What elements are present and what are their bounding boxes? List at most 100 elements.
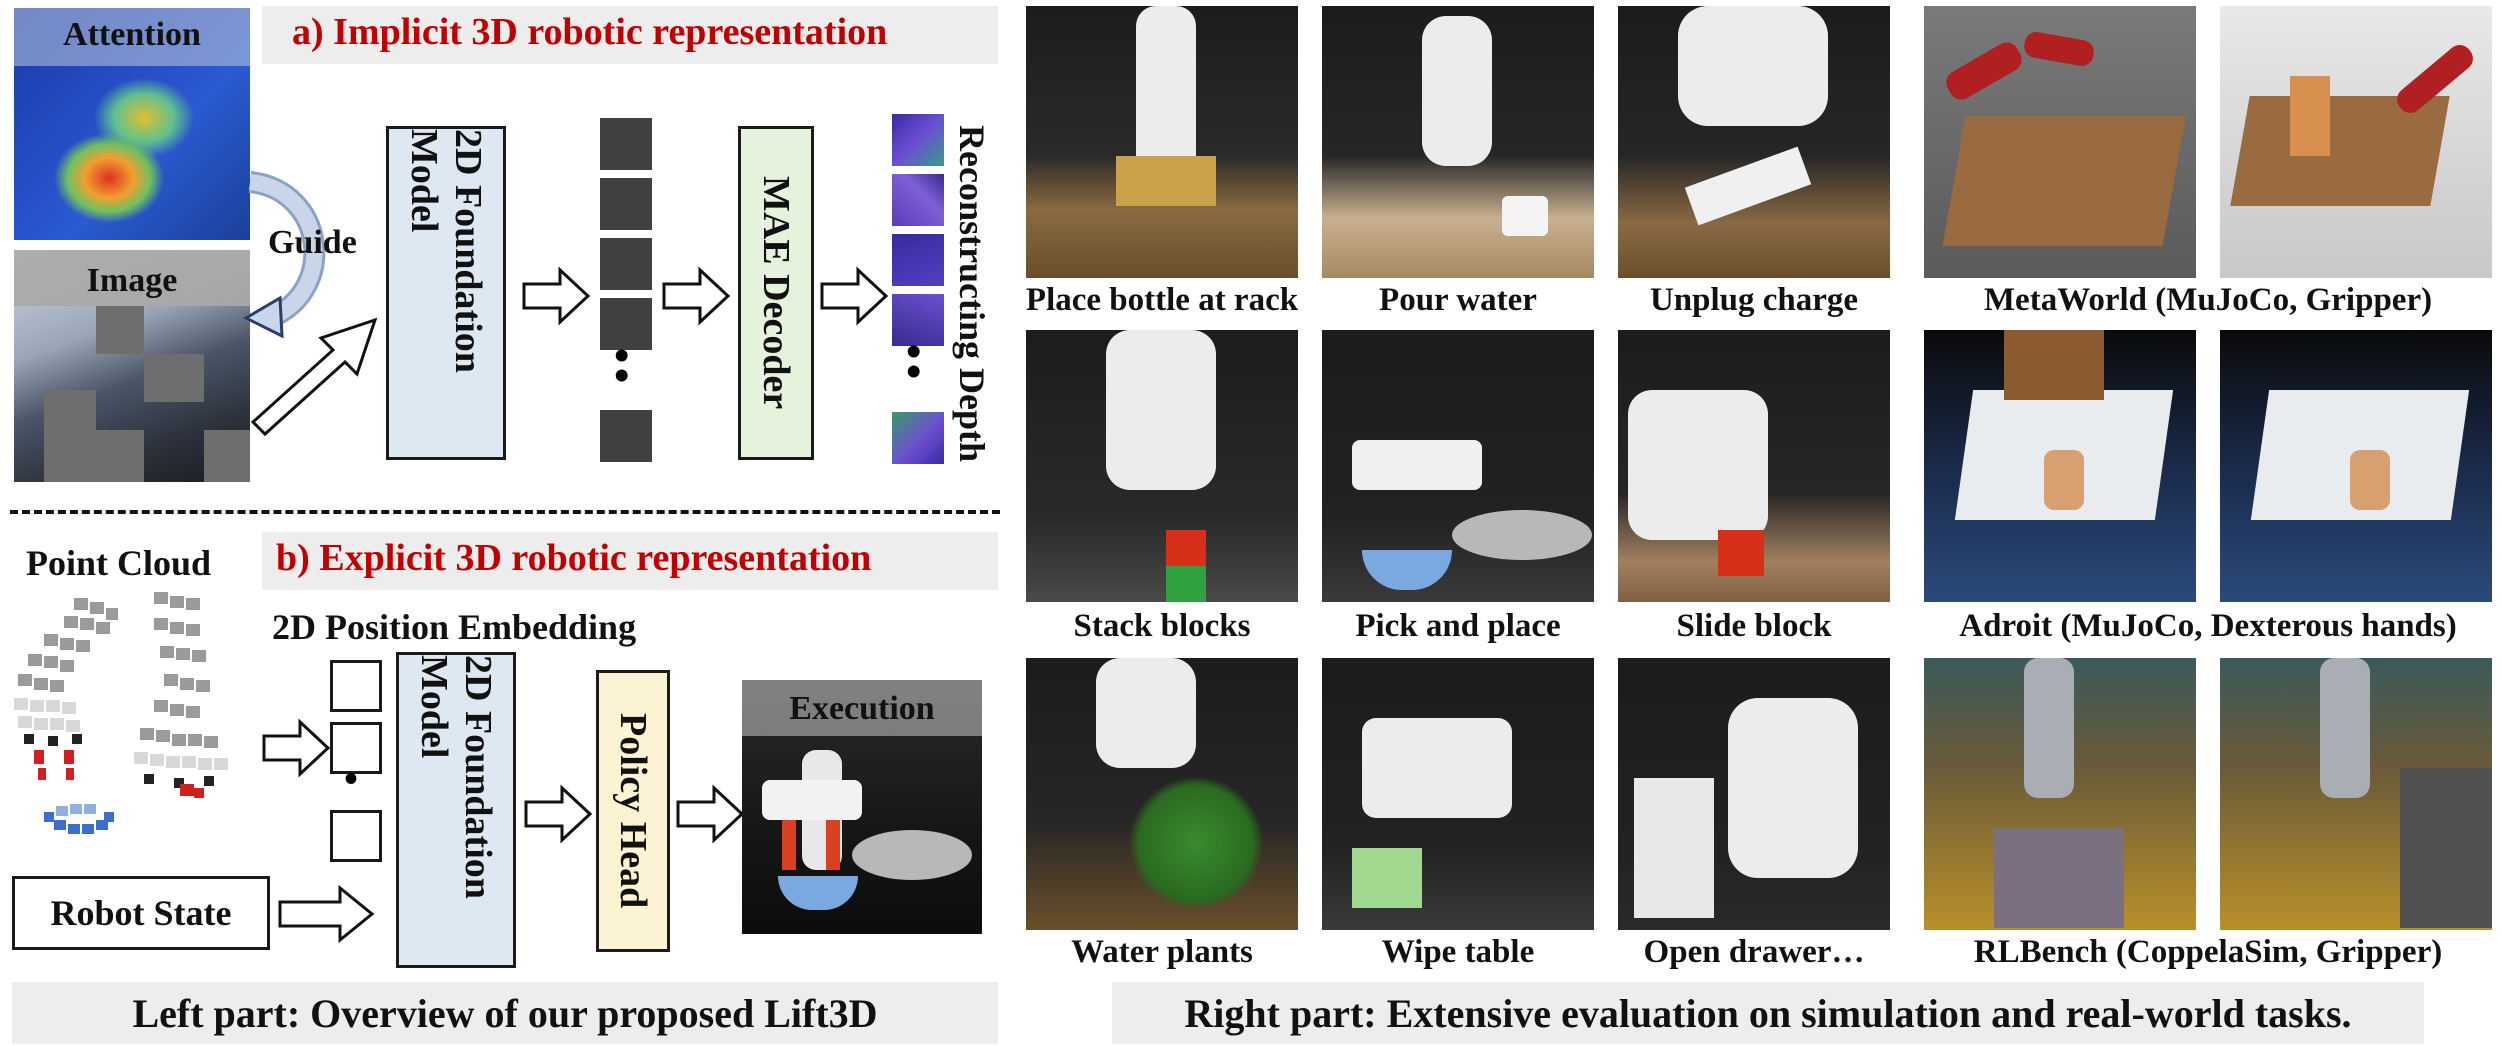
- depth-patch: [892, 114, 944, 166]
- task-label: Pour water: [1379, 282, 1537, 318]
- object: [1116, 156, 1216, 206]
- robot-arm: [1106, 330, 1216, 490]
- token-ellipsis: •: [344, 756, 359, 801]
- right-caption: Right part: Extensive evaluation on simu…: [1184, 991, 2352, 1036]
- policy-head: Policy Head: [596, 670, 670, 952]
- robot-arm: [1136, 6, 1196, 176]
- sim-image-metaworld-2: [2220, 6, 2492, 278]
- block-tower: [2290, 76, 2330, 156]
- sim-image-metaworld-1: [1924, 6, 2196, 278]
- plate: [1452, 510, 1592, 560]
- section-divider: [10, 510, 1000, 514]
- robot-state-label: Robot State: [50, 893, 232, 933]
- task-label: Open drawer…: [1643, 934, 1865, 970]
- task-image-unplug-charge: [1618, 6, 1890, 278]
- masked-image: Image: [14, 250, 250, 482]
- robot-arm: [1628, 390, 1768, 540]
- robot-arm: [1728, 698, 1858, 878]
- depth-patch: [892, 234, 944, 286]
- token-ellipsis: •: [614, 351, 630, 400]
- block: [1166, 566, 1206, 602]
- sim-label: Adroit (MuJoCo, Dexterous hands): [1959, 608, 2457, 644]
- task-image-open-drawer: [1618, 658, 1890, 930]
- sim-label: MetaWorld (MuJoCo, Gripper): [1983, 282, 2433, 318]
- plate: [852, 830, 972, 880]
- task-image-slide-block: [1618, 330, 1890, 602]
- image-label: Image: [86, 262, 178, 299]
- robot-arm: [2320, 658, 2370, 798]
- robot-arm: [1096, 658, 1196, 768]
- drawer: [1634, 778, 1714, 918]
- robot-arm: [2022, 30, 2096, 68]
- token: [600, 238, 652, 290]
- position-token[interactable]: [330, 722, 382, 774]
- mae-decoder: MAE Decoder: [738, 126, 814, 460]
- plant: [1126, 778, 1266, 908]
- table: [1942, 116, 2186, 246]
- mask-block: [96, 430, 144, 482]
- position-token[interactable]: [330, 810, 382, 862]
- token: [600, 118, 652, 170]
- section-a-title-bar: [262, 6, 998, 64]
- token: [600, 410, 652, 462]
- foundation-model-a: 2D Foundation Model: [386, 126, 506, 460]
- arrow-right-icon: [662, 266, 731, 326]
- execution-image: Execution: [742, 680, 982, 934]
- sim-image-adroit-2: [2220, 330, 2492, 602]
- left-caption-bar: [12, 982, 998, 1044]
- position-embedding-label: 2D Position Embedding: [272, 607, 637, 647]
- guide-label: Guide: [268, 224, 357, 261]
- arrow-right-icon: [522, 266, 591, 326]
- arrow-right-icon: [262, 718, 331, 778]
- door: [2004, 330, 2104, 400]
- guide-arrow-icon: [242, 171, 326, 339]
- robot-arm: [762, 780, 862, 820]
- right-caption-bar: [1112, 982, 2424, 1044]
- foundation-model-b: 2D Foundation Model: [396, 652, 516, 968]
- task-label: Place bottle at rack: [1025, 282, 1299, 318]
- table: [2230, 96, 2450, 206]
- attention-label-bg: [14, 8, 250, 66]
- hand: [2044, 450, 2084, 510]
- arrow-right-icon: [278, 884, 375, 944]
- robot-arm: [1678, 6, 1828, 126]
- tissue-box: [1352, 848, 1422, 908]
- task-image-wipe-table: [1322, 658, 1594, 930]
- task-image-pick-place: [1322, 330, 1594, 602]
- arrow-right-icon: [820, 266, 889, 326]
- robot-arm: [2024, 658, 2074, 798]
- task-label: Slide block: [1676, 608, 1832, 644]
- attention-image: Attention: [14, 8, 250, 240]
- position-token[interactable]: [330, 660, 382, 712]
- token: [600, 178, 652, 230]
- gripper: [826, 820, 840, 870]
- task-image-water-plants: [1026, 658, 1298, 930]
- mask-block: [44, 390, 96, 482]
- arrow-right-icon: [524, 784, 593, 844]
- bowl: [1362, 550, 1452, 590]
- right-part: Place bottle at rack Pour water Unplug c…: [1020, 0, 2502, 1046]
- depth-patch: [892, 174, 944, 226]
- execution-label: Execution: [789, 690, 935, 727]
- block: [1166, 530, 1206, 570]
- reconstructing-depth-label: Reconstructing Depth: [952, 124, 992, 462]
- task-label: Stack blocks: [1073, 608, 1251, 644]
- sim-image-rlbench-1: [1924, 658, 2196, 930]
- depth-patches: • •: [892, 114, 948, 474]
- mask-block: [96, 306, 144, 354]
- point-cloud-label: Point Cloud: [26, 543, 212, 583]
- task-label: Wipe table: [1381, 934, 1535, 970]
- token-column-a: • •: [600, 118, 656, 468]
- task-label: Water plants: [1071, 934, 1253, 970]
- task-label: Unplug charge: [1649, 282, 1859, 318]
- execution-label-bg: [742, 680, 982, 736]
- charger: [1684, 146, 1812, 226]
- robot-state-box: Robot State: [12, 876, 270, 950]
- input-arrow-icon: [250, 317, 378, 437]
- bowl: [778, 876, 858, 910]
- depth-ellipsis: •: [906, 347, 922, 396]
- robot-arm: [1941, 38, 2027, 104]
- sim-label: RLBench (CoppelaSim, Gripper): [1973, 934, 2443, 970]
- sim-image-adroit-1: [1924, 330, 2196, 602]
- mask-block: [204, 430, 250, 482]
